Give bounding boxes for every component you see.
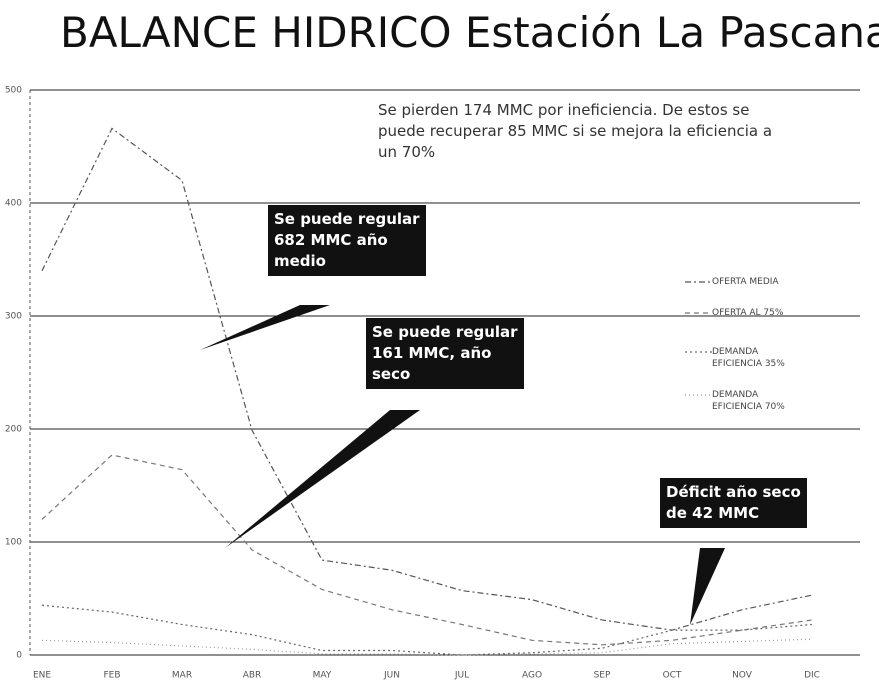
callout-line: Déficit año seco	[666, 483, 801, 501]
legend-label: OFERTA AL 75%	[712, 308, 784, 318]
callout-line: de 42 MMC	[666, 504, 760, 522]
callout-pointer	[690, 548, 725, 625]
x-tick-label: NOV	[732, 671, 753, 681]
x-tick-label: ABR	[243, 671, 262, 681]
callout-pointer	[200, 305, 330, 350]
legend-label: DEMANDA EFICIENCIA 35%	[712, 347, 785, 369]
x-tick-label: FEB	[103, 671, 120, 681]
callout: Se puede regular 682 MMC año medio	[268, 205, 426, 276]
series-line	[41, 638, 813, 656]
x-tick-label: OCT	[663, 671, 682, 681]
callout: Se puede regular 161 MMC, año seco	[366, 318, 524, 389]
legend-label: DEMANDA EFICIENCIA 70%	[712, 390, 785, 412]
series-line	[41, 604, 813, 656]
x-tick-label: MAY	[313, 671, 332, 681]
callout-line: seco	[372, 365, 411, 383]
y-tick-label: 400	[5, 199, 22, 209]
y-tick-label: 500	[5, 86, 22, 96]
series-line	[41, 127, 813, 631]
y-tick-label: 200	[5, 425, 22, 435]
callout-line: 682 MMC año	[274, 231, 388, 249]
callout-pointer	[225, 410, 420, 548]
y-tick-label: 0	[16, 651, 22, 661]
x-tick-label: JUN	[383, 671, 400, 681]
callout-line: Se puede regular	[372, 323, 518, 341]
callout: Déficit año seco de 42 MMC	[660, 478, 807, 528]
y-tick-label: 300	[5, 312, 22, 322]
note: Se pierden 174 MMC por ineficiencia. De …	[378, 101, 773, 161]
callout-line: medio	[274, 252, 326, 270]
x-tick-label: AGO	[522, 671, 542, 681]
callout-line: Se puede regular	[274, 210, 420, 228]
x-tick-label: MAR	[172, 671, 192, 681]
chart-title: BALANCE HIDRICO Estación La Pascana	[60, 8, 879, 57]
x-tick-label: JUL	[454, 671, 469, 681]
callout-line: 161 MMC, año	[372, 344, 492, 362]
legend-label: OFERTA MEDIA	[712, 277, 779, 287]
y-tick-label: 100	[5, 538, 22, 548]
series-line	[41, 454, 813, 646]
x-tick-label: ENE	[33, 671, 51, 681]
x-tick-label: SEP	[594, 671, 611, 681]
x-tick-label: DIC	[804, 671, 820, 681]
